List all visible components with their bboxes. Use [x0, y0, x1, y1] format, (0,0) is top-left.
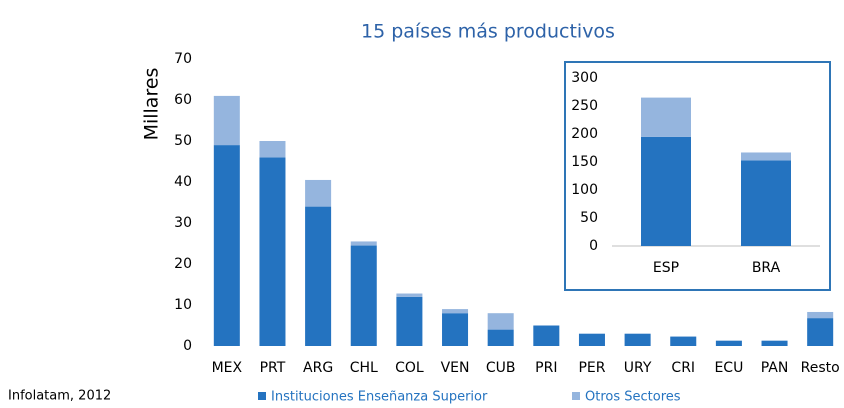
legend-swatch	[572, 392, 580, 400]
bar-segment	[350, 245, 377, 346]
y-tick-label: 20	[174, 256, 192, 272]
bar-segment	[396, 293, 423, 297]
bar-segment	[259, 141, 286, 158]
x-tick-label: ESP	[653, 260, 679, 276]
chart-title: 15 países más productivos	[361, 21, 615, 43]
bar-segment	[259, 157, 286, 346]
bar-segment	[350, 241, 377, 246]
x-tick-label: VEN	[441, 360, 470, 376]
bar-segment	[641, 136, 691, 246]
bar-segment	[442, 313, 469, 346]
y-tick-label: 50	[174, 133, 192, 149]
x-tick-label: BRA	[752, 260, 781, 276]
y-tick-label: 40	[174, 174, 192, 190]
x-tick-label: MEX	[212, 360, 243, 376]
y-tick-label: 30	[174, 215, 192, 231]
bar-segment	[807, 318, 834, 346]
bar-segment	[487, 313, 514, 330]
x-tick-label: PAN	[761, 360, 789, 376]
y-tick-label: 60	[174, 92, 192, 108]
y-tick-label: 70	[174, 51, 192, 67]
y-tick-label: 0	[589, 238, 598, 254]
y-tick-label: 300	[571, 70, 598, 86]
bar-segment	[670, 336, 697, 346]
y-tick-label: 50	[580, 210, 598, 226]
bar-segment	[396, 296, 423, 346]
bar-segment	[305, 179, 332, 207]
x-tick-label: PRT	[260, 360, 286, 376]
bar-segment	[533, 325, 560, 346]
bar-segment	[641, 97, 691, 137]
y-tick-label: 200	[571, 126, 598, 142]
y-tick-label: 150	[571, 154, 598, 170]
x-tick-label: COL	[395, 360, 424, 376]
bar-segment	[487, 329, 514, 346]
y-tick-label: 0	[183, 338, 192, 354]
y-tick-label: 100	[571, 182, 598, 198]
legend-label: Otros Sectores	[585, 390, 681, 405]
bar-segment	[741, 152, 791, 161]
x-tick-label: PRI	[535, 360, 557, 376]
bar-segment	[807, 311, 834, 319]
x-tick-label: PER	[578, 360, 605, 376]
x-tick-label: URY	[624, 360, 652, 376]
bar-segment	[624, 333, 651, 346]
y-axis-label: Millares	[141, 68, 163, 141]
bar-segment	[715, 340, 742, 346]
bar-segment	[213, 145, 240, 346]
x-tick-label: CUB	[486, 360, 516, 376]
x-tick-label: ARG	[303, 360, 333, 376]
y-tick-label: 10	[174, 297, 192, 313]
source: Infolatam, 2012	[8, 389, 111, 404]
bar-segment	[741, 160, 791, 246]
bar-segment	[213, 95, 240, 146]
x-tick-label: CRI	[671, 360, 695, 376]
bar-segment	[761, 340, 788, 346]
x-tick-label: ECU	[714, 360, 743, 376]
bar-segment	[305, 206, 332, 346]
x-tick-label: Resto	[801, 360, 840, 376]
legend-label: Instituciones Enseñanza Superior	[271, 390, 488, 405]
legend-swatch	[258, 392, 266, 400]
bar-segment	[442, 309, 469, 314]
y-tick-label: 250	[571, 98, 598, 114]
bar-segment	[578, 333, 605, 346]
x-tick-label: CHL	[350, 360, 378, 376]
